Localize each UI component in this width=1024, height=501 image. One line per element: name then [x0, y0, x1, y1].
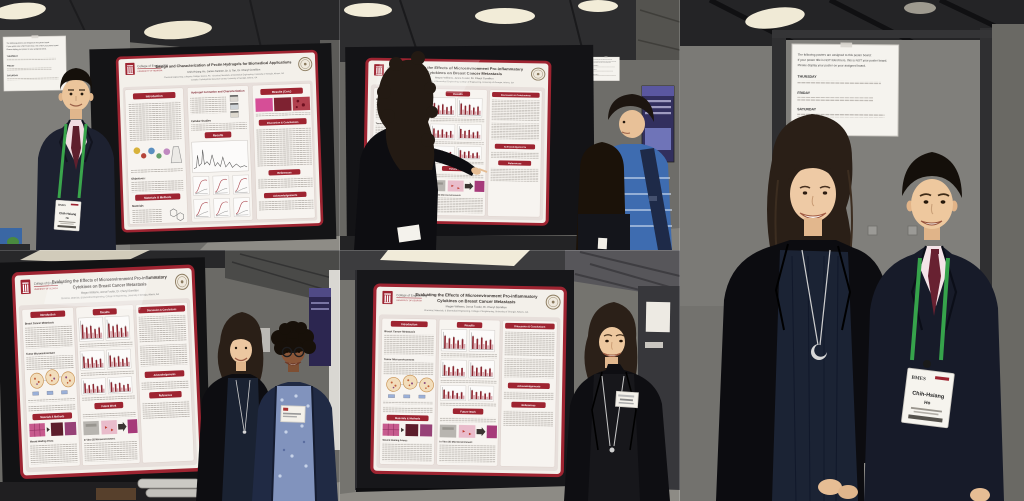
photo-poster-presentation	[340, 0, 680, 250]
photo-woman-with-cytokines-poster	[340, 250, 680, 501]
lanyard	[910, 257, 950, 361]
background-paper	[645, 301, 671, 333]
hair	[377, 59, 435, 170]
person-presenter	[354, 51, 488, 250]
hair	[902, 152, 962, 198]
face	[619, 110, 645, 138]
person-chih-hsiang-ho	[36, 68, 116, 250]
ceiling	[680, 0, 1024, 46]
person-colleague	[252, 321, 338, 501]
hand	[970, 488, 990, 501]
person-megan-williams	[716, 114, 890, 501]
hair	[608, 94, 654, 122]
ceiling-light	[745, 7, 805, 29]
necklace	[601, 375, 625, 447]
top	[578, 214, 630, 250]
background-pillar	[329, 270, 340, 450]
paper-in-hand	[397, 224, 422, 243]
floor-pipe	[137, 478, 201, 489]
ceiling-light	[475, 8, 535, 24]
poster-pectin	[117, 51, 322, 231]
ceiling-light	[0, 2, 46, 20]
poster-cytokines	[372, 285, 566, 476]
photo-two-students-portrait	[680, 0, 1024, 501]
ceiling-light	[344, 3, 392, 17]
ceiling-light	[380, 250, 530, 266]
name-badge	[615, 390, 639, 409]
photo-two-women-with-poster	[0, 250, 340, 501]
board-clip	[907, 225, 918, 236]
face	[230, 337, 252, 363]
hand	[838, 485, 858, 499]
board-clip	[867, 225, 878, 236]
notice-paper	[2, 34, 67, 92]
navy-top	[772, 250, 858, 501]
photo-man-with-pectin-poster	[0, 0, 340, 250]
pendant	[609, 447, 615, 453]
ceiling-light	[578, 0, 618, 12]
name-badge	[53, 199, 82, 232]
glare	[44, 276, 150, 310]
person-chih-hsiang-ho	[864, 152, 1004, 501]
collage-seam	[339, 0, 340, 501]
navy-top	[222, 378, 262, 501]
tie	[928, 252, 941, 316]
necklace	[235, 379, 251, 431]
badge-clip	[923, 360, 931, 368]
crescent-pendant	[811, 344, 827, 360]
name-badge	[597, 237, 608, 250]
necklace	[801, 249, 831, 346]
person-listener-woman	[576, 142, 630, 250]
tie	[71, 126, 81, 170]
hair	[60, 68, 93, 90]
lanyard	[57, 123, 88, 199]
name-badge	[900, 367, 955, 429]
floral-top	[272, 386, 316, 501]
ceiling-light	[904, 2, 936, 14]
collage-seam	[0, 250, 680, 251]
floor-crate	[96, 488, 136, 500]
notice-paper	[591, 56, 620, 81]
collage-seam	[679, 0, 680, 501]
hand	[471, 167, 481, 175]
person-megan-williams	[564, 302, 670, 501]
background-purple-poster	[309, 288, 331, 366]
person-megan-williams	[196, 312, 272, 501]
face	[790, 166, 836, 222]
ceiling-light	[144, 20, 212, 40]
hand	[818, 479, 842, 495]
